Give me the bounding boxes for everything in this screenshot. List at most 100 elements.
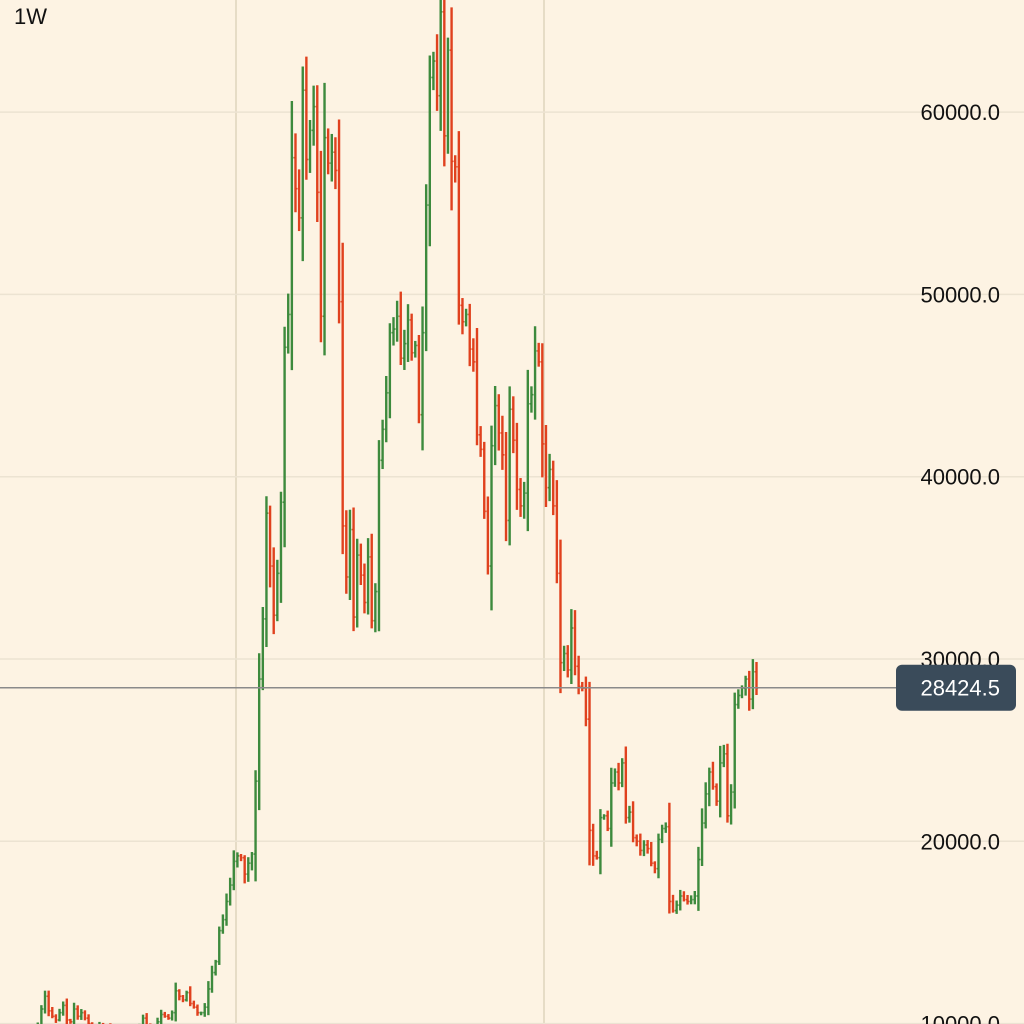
ohlc-bar (508, 386, 512, 546)
ohlc-bar (177, 989, 181, 1001)
y-tick-label: 20000.0 (920, 829, 1000, 854)
ohlc-bar (736, 689, 740, 709)
ohlc-bar (653, 861, 657, 874)
ohlc-bar (446, 37, 450, 154)
ohlc-bar (224, 893, 229, 926)
ohlc-bar (635, 834, 639, 847)
ohlc-bar (355, 538, 359, 628)
ohlc-bar (246, 857, 250, 882)
ohlc-bar (243, 855, 247, 884)
ohlc-bar (522, 481, 526, 519)
ohlc-bar (500, 415, 504, 470)
ohlc-bar (642, 840, 646, 857)
ohlc-bar (395, 300, 399, 342)
ohlc-bar (711, 761, 715, 790)
ohlc-bar (399, 291, 403, 366)
ohlc-bar (420, 306, 425, 451)
ohlc-bar (682, 891, 686, 902)
ohlc-bar (184, 990, 189, 1002)
ohlc-bar (493, 385, 497, 466)
ohlc-bar (47, 990, 51, 1017)
ohlc-bar (319, 150, 323, 343)
ohlc-bar (388, 323, 392, 419)
ohlc-bar (286, 293, 290, 354)
ohlc-bar (616, 762, 621, 791)
ohlc-bar (304, 56, 308, 180)
ohlc-bar (453, 155, 457, 183)
ohlc-bar (228, 877, 232, 906)
y-tick-label: 50000.0 (920, 282, 1000, 307)
ohlc-bar (627, 805, 632, 823)
ohlc-bar (406, 304, 410, 362)
ohlc-bar (272, 547, 276, 635)
ohlc-bar (264, 496, 269, 647)
ohlc-bar (515, 422, 519, 510)
ohlc-bar (174, 982, 178, 1022)
ohlc-bar (199, 1011, 203, 1016)
ohlc-bar (344, 510, 348, 594)
ohlc-bar (486, 496, 490, 575)
ohlc-bar (257, 653, 261, 811)
ohlc-bar (362, 563, 367, 614)
ohlc-bar (587, 681, 592, 866)
ohlc-bar (181, 994, 185, 1003)
ohlc-bar (747, 670, 751, 711)
ohlc-bar (558, 539, 563, 694)
last-price-label: 28424.5 (920, 676, 1000, 701)
ohlc-bar (544, 425, 548, 508)
ohlc-bar (373, 583, 377, 633)
ohlc-bar (43, 990, 47, 1014)
ohlc-bar (417, 335, 421, 424)
ohlc-bar (511, 396, 515, 454)
ohlc-bar (366, 538, 370, 615)
ohlc-bar (598, 809, 603, 875)
ohlc-bar (678, 889, 682, 911)
ohlc-bar (529, 386, 534, 413)
ohlc-bar (410, 313, 414, 361)
ohlc-bar (57, 1008, 62, 1022)
ohlc-bar (471, 338, 475, 372)
ohlc-bar (566, 645, 570, 678)
ohlc-bar (402, 329, 406, 370)
ohlc-bar (606, 810, 610, 832)
ohlc-bar (475, 327, 479, 446)
ohlc-bar (689, 895, 693, 905)
ohlc-bar (707, 767, 711, 807)
ohlc-bar (326, 128, 330, 175)
y-tick-label: 10000.0 (920, 1012, 1000, 1024)
ohlc-bar (203, 1003, 207, 1017)
ohlc-bar (460, 298, 465, 335)
ohlc-bar (718, 745, 722, 818)
ohlc-bar (61, 1001, 65, 1016)
y-tick-label: 60000.0 (920, 100, 1000, 125)
ohlc-bar (370, 533, 374, 629)
last-price-badge-bg (896, 664, 1016, 711)
ohlc-bar (751, 659, 755, 710)
ohlc-bar (704, 782, 708, 829)
ohlc-bar (671, 894, 675, 913)
ohlc-bar (526, 369, 530, 532)
ohlc-bar (667, 802, 671, 914)
ohlc-bar (693, 890, 697, 905)
ohlc-bar (156, 1017, 160, 1024)
ohlc-bar (290, 100, 294, 371)
ohlc-bar (442, 0, 446, 167)
interval-label[interactable]: 1W (14, 4, 47, 29)
ohlc-bar (217, 926, 221, 965)
ohlc-bar (449, 7, 454, 211)
ohlc-bar (330, 133, 334, 182)
ohlc-bar (268, 505, 272, 588)
ohlc-bar (384, 375, 388, 443)
ohlc-bar (580, 681, 584, 692)
ohlc-bar (76, 1005, 80, 1020)
ohlc-bar (315, 85, 319, 223)
ohlc-bar (696, 846, 701, 911)
ohlc-bar (714, 783, 719, 806)
ohlc-bar (50, 1007, 54, 1019)
ohlc-bar (540, 343, 544, 478)
ohlc-bar (40, 1005, 43, 1024)
ohlc-bar (235, 852, 240, 868)
ohlc-bar (312, 85, 316, 146)
